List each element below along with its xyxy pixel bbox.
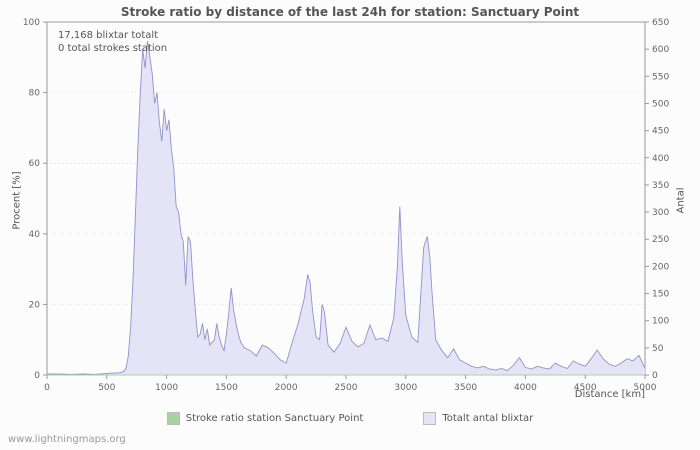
svg-text:350: 350 [652,181,669,191]
svg-text:40: 40 [29,230,41,240]
svg-text:50: 50 [652,344,664,354]
svg-text:150: 150 [652,290,669,300]
svg-text:2000: 2000 [275,383,298,393]
svg-text:450: 450 [652,127,669,137]
right-axis-label: Antal [675,187,687,214]
chart-annotation: 17,168 blixtar totalt 0 total strokes st… [58,29,167,55]
legend-swatch-total-strikes [423,412,437,425]
svg-text:0: 0 [34,371,40,381]
svg-text:400: 400 [652,154,669,164]
x-axis-label: Distance [km] [574,389,645,400]
svg-text:1000: 1000 [155,383,178,393]
legend-label-total-strikes: Totalt antal blixtar [442,413,534,424]
svg-text:600: 600 [652,45,669,55]
legend-item-stroke-ratio: Stroke ratio station Sanctuary Point [166,412,364,425]
legend-item-total-strikes: Totalt antal blixtar [423,412,533,425]
chart-title: Stroke ratio by distance of the last 24h… [120,5,580,19]
svg-text:0: 0 [44,383,50,393]
svg-text:5000: 5000 [634,383,657,393]
svg-text:3500: 3500 [454,383,477,393]
svg-text:650: 650 [652,18,669,28]
svg-text:20: 20 [29,300,41,310]
svg-text:60: 60 [29,159,41,169]
legend-label-stroke-ratio: Stroke ratio station Sanctuary Point [185,413,364,424]
legend-swatch-stroke-ratio [166,412,180,425]
svg-text:100: 100 [23,18,40,28]
svg-text:0: 0 [652,371,658,381]
chart-legend: Stroke ratio station Sanctuary Point Tot… [0,412,700,425]
annotation-total-strikes: 17,168 blixtar totalt [58,30,159,41]
svg-text:250: 250 [652,235,669,245]
svg-text:200: 200 [652,262,669,272]
svg-text:550: 550 [652,72,669,82]
svg-text:100: 100 [652,317,669,327]
svg-text:3000: 3000 [394,383,417,393]
left-axis-label: Procent [%] [11,171,23,230]
svg-text:4500: 4500 [574,383,597,393]
svg-text:4000: 4000 [514,383,537,393]
svg-text:80: 80 [29,89,41,99]
annotation-station-strokes: 0 total strokes station [58,43,168,54]
svg-text:500: 500 [98,383,115,393]
svg-text:1500: 1500 [215,383,238,393]
watermark-link[interactable]: www.lightningmaps.org [8,434,126,445]
svg-text:2500: 2500 [335,383,358,393]
svg-text:300: 300 [652,208,669,218]
svg-text:500: 500 [652,99,669,109]
